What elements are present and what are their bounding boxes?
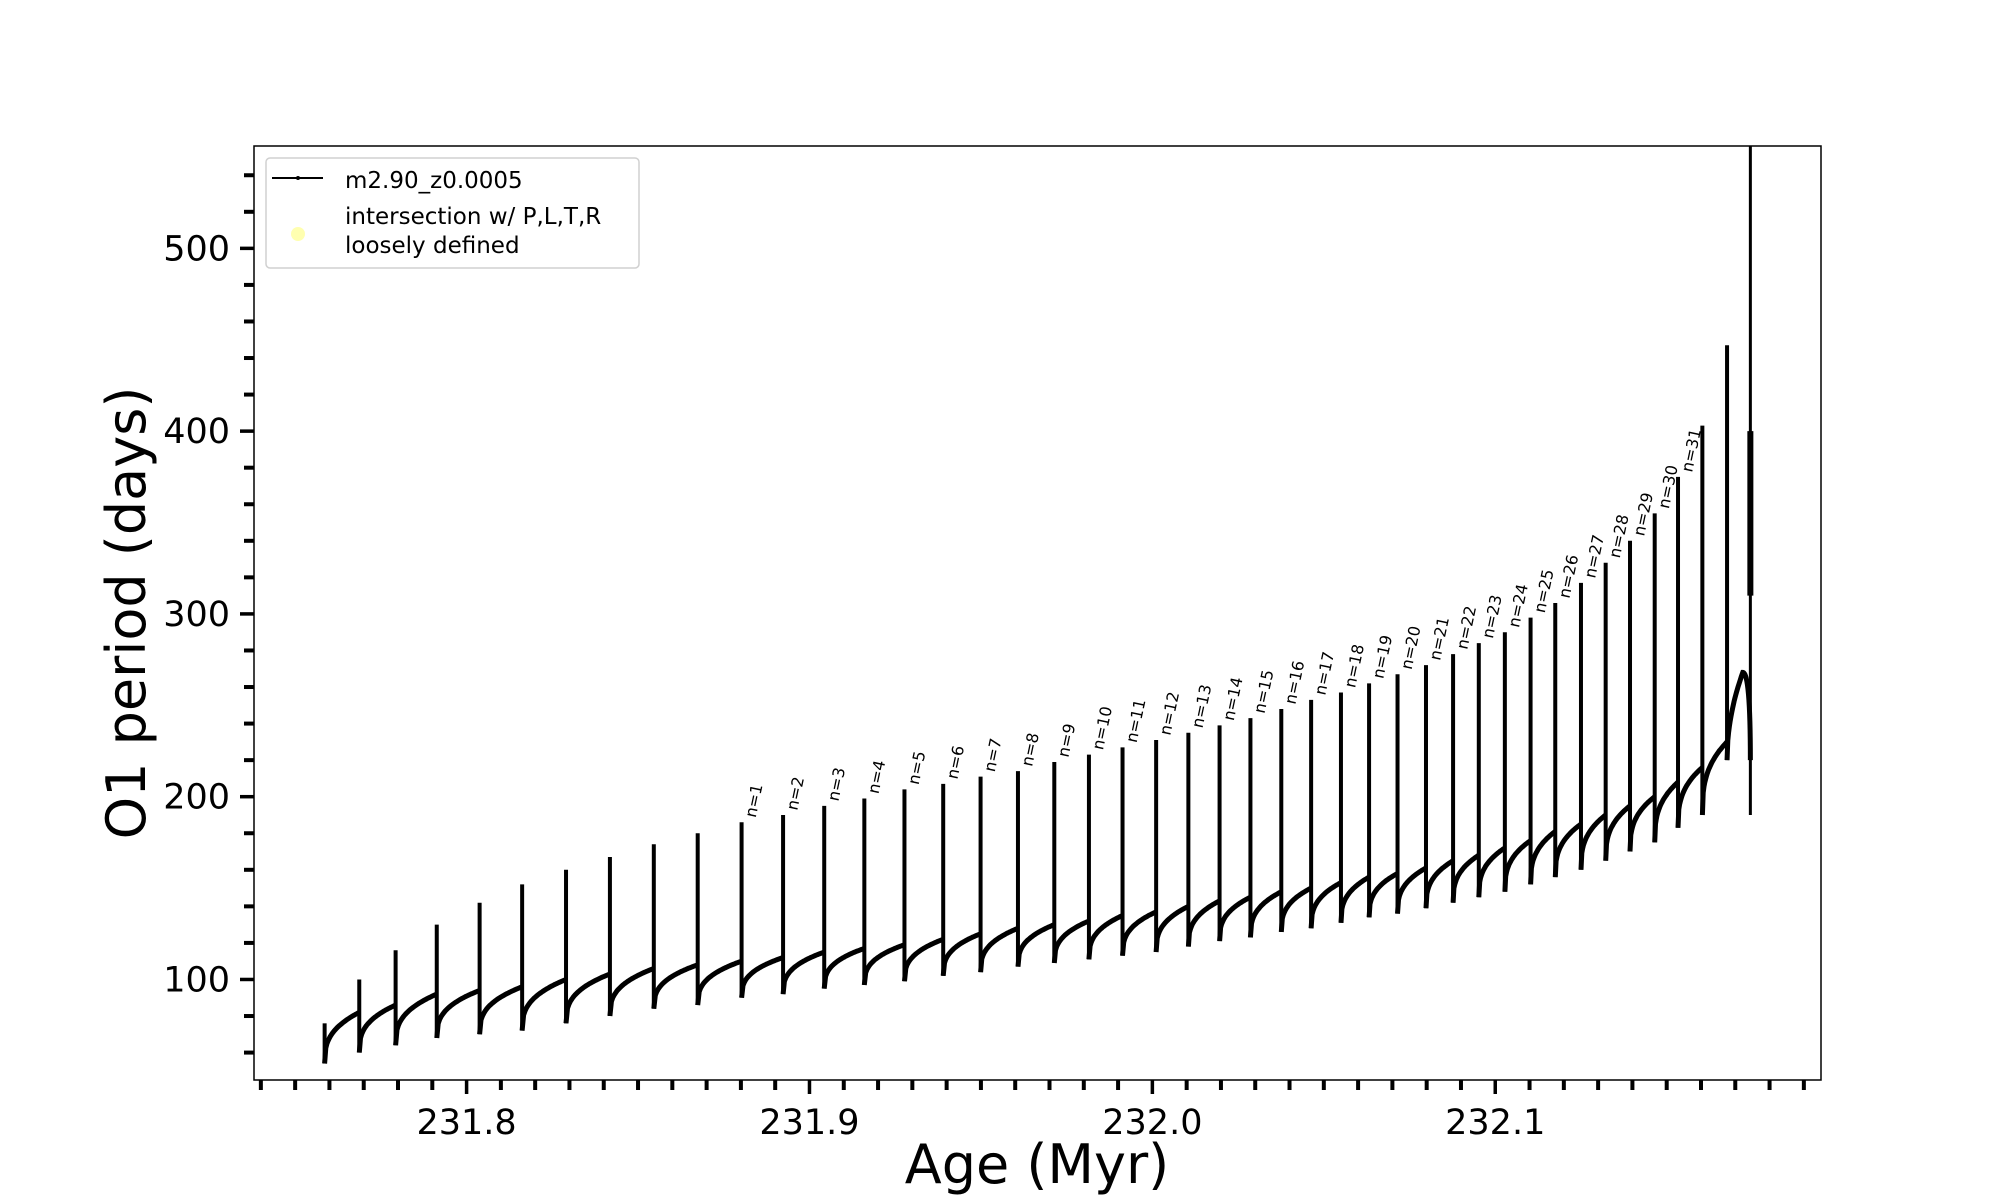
y-tick-label: 300 — [163, 595, 230, 635]
curve-segment — [1627, 794, 1657, 852]
curve-segment — [780, 949, 826, 995]
pulse-annotation: n=13 — [1188, 683, 1216, 730]
curve-segment — [1603, 803, 1632, 861]
curve-segment — [1308, 880, 1343, 929]
pulse-annotation: n=16 — [1281, 659, 1309, 706]
legend-marker-icon — [296, 176, 300, 180]
curve-segment — [477, 984, 524, 1035]
curve-segment — [1528, 829, 1557, 885]
x-axis-label: Age (Myr) — [905, 1133, 1170, 1196]
curve-segment — [434, 988, 481, 1039]
x-axis: 231.8 231.9 232.0 232.1 — [258, 1080, 1806, 1143]
pulse-annotation: n=5 — [904, 749, 930, 786]
curve-segment — [1395, 865, 1428, 914]
curve-segment — [1552, 822, 1583, 878]
x-tick-label: 232.1 — [1445, 1103, 1545, 1143]
pulse-annotation: n=11 — [1122, 697, 1150, 744]
legend-label-model: m2.90_z0.0005 — [345, 168, 523, 194]
curve-segment — [519, 977, 568, 1031]
curve-segment — [1502, 838, 1533, 892]
curve-segment — [902, 936, 945, 982]
x-tick-label: 231.8 — [416, 1103, 516, 1143]
legend-frame — [265, 157, 640, 269]
curve-segment — [1051, 918, 1091, 964]
pulse-annotation: n=24 — [1504, 582, 1532, 629]
x-tick-label: 231.9 — [759, 1103, 859, 1143]
y-axis: 100 200 300 400 500 — [163, 173, 254, 1055]
pulse-annotation: n=9 — [1054, 722, 1080, 759]
curve-segment — [1185, 898, 1221, 947]
pulse-annotation: n=21 — [1425, 615, 1453, 662]
pulse-annotation: n=26 — [1555, 553, 1583, 600]
curve-segment — [1278, 885, 1313, 933]
curve-segment — [821, 946, 866, 989]
y-tick-label: 500 — [163, 229, 230, 269]
curve-segment — [1423, 858, 1455, 909]
pulse-annotation: n=4 — [864, 758, 890, 795]
pulse-annotation: n=23 — [1478, 593, 1506, 640]
curve-segment — [1015, 922, 1056, 967]
pulse-annotation: n=19 — [1368, 633, 1396, 680]
legend-label-intersection-1: intersection w/ P,L,T,R — [345, 204, 601, 230]
curve-segment — [978, 925, 1020, 973]
curve-segment — [1120, 909, 1158, 956]
curve-segment — [861, 942, 906, 986]
curve-segment — [356, 1002, 397, 1053]
x-tick-label: 232.0 — [1102, 1103, 1202, 1143]
curve-segment — [1652, 780, 1680, 843]
curve-segment — [1217, 894, 1252, 942]
curve-segment — [1699, 740, 1729, 816]
curve-segment — [393, 991, 438, 1046]
y-tick-label: 200 — [163, 778, 230, 818]
pulse-annotation: n=15 — [1250, 668, 1278, 715]
pulse-annotation: n=2 — [782, 775, 808, 812]
curve-segment — [1450, 853, 1481, 903]
curve-segment — [1675, 765, 1705, 828]
curve-segment — [695, 958, 743, 1006]
legend-label-intersection-2: loosely defined — [345, 233, 520, 259]
legend: m2.90_z0.0005 intersection w/ P,L,T,R lo… — [265, 157, 640, 269]
axes-frame — [253, 145, 1822, 1081]
curve-segment-final — [1724, 669, 1753, 761]
curve-segment — [651, 962, 699, 1009]
curve-segment — [1578, 812, 1608, 870]
curve-segment — [1338, 874, 1371, 923]
pulse-annotation: n=22 — [1452, 604, 1480, 651]
pulse-annotation: n=1 — [741, 782, 767, 819]
pulse-annotation: n=3 — [824, 766, 850, 803]
y-tick-label: 100 — [163, 960, 230, 1000]
pulse-annotation: n=14 — [1219, 675, 1247, 722]
pulse-annotation: n=17 — [1310, 650, 1338, 697]
pulse-annotation: n=20 — [1397, 624, 1425, 671]
curve-segment — [607, 966, 655, 1017]
legend-intersection-icon — [291, 227, 305, 241]
curve-segment — [739, 955, 785, 998]
curve-segment — [1247, 889, 1283, 938]
y-tick-label: 400 — [163, 412, 230, 452]
pulse-annotation: n=6 — [943, 744, 969, 781]
curve-segment — [1153, 904, 1190, 953]
curve-segment — [322, 1010, 361, 1064]
curve-segment — [1366, 871, 1400, 918]
y-axis-label: O1 period (days) — [95, 387, 158, 840]
pulse-annotation: n=10 — [1088, 705, 1116, 752]
curve-segment — [940, 931, 982, 977]
curve-segment — [1476, 845, 1507, 898]
pulse-annotation: n=18 — [1340, 642, 1368, 689]
pulse-annotation: n=12 — [1155, 690, 1183, 737]
pulse-annotation: n=8 — [1017, 731, 1043, 768]
curve-segment — [1086, 913, 1124, 960]
curve-segment — [563, 971, 611, 1024]
pulse-annotation: n=7 — [980, 736, 1006, 773]
plot-area: n=1 n=2 n=3 n=4 n=5 n=6 n=7 n=8 n=9 n=10 n=11 n=12 n… — [322, 146, 1754, 1064]
